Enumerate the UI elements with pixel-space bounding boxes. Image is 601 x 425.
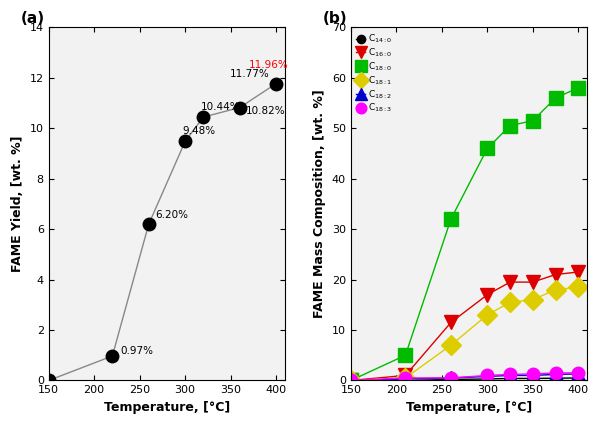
Y-axis label: FAME Yield, [wt. %]: FAME Yield, [wt. %]	[11, 136, 24, 272]
Y-axis label: FAME Mass Composition, [wt. %]: FAME Mass Composition, [wt. %]	[313, 90, 326, 318]
C$_{18:2}$	[347, 378, 355, 383]
Text: (b): (b)	[323, 11, 347, 26]
C$_{14:0}$	[347, 378, 355, 383]
Line: C$_{18:3}$: C$_{18:3}$	[344, 367, 585, 387]
Legend: C$_{14:0}$, C$_{16:0}$, C$_{18:0}$, C$_{18:1}$, C$_{18:2}$, C$_{18:3}$: C$_{14:0}$, C$_{16:0}$, C$_{18:0}$, C$_{…	[355, 32, 394, 115]
C$_{18:3}$	[552, 370, 559, 375]
Point	[108, 353, 117, 360]
Point	[44, 377, 53, 384]
C$_{18:2}$	[447, 375, 454, 380]
X-axis label: Temperature, [°C]: Temperature, [°C]	[406, 401, 532, 414]
C$_{16:0}$	[347, 378, 355, 383]
C$_{14:0}$	[447, 377, 454, 382]
Line: C$_{18:2}$: C$_{18:2}$	[344, 367, 585, 388]
C$_{18:2}$	[552, 372, 559, 377]
C$_{18:3}$	[529, 371, 537, 377]
Line: C$_{16:0}$: C$_{16:0}$	[344, 265, 585, 388]
Line: C$_{18:0}$: C$_{18:0}$	[344, 81, 585, 388]
Text: 11.96%: 11.96%	[249, 60, 288, 70]
C$_{18:1}$	[507, 300, 514, 305]
C$_{14:0}$	[552, 376, 559, 381]
Point	[272, 80, 281, 87]
Line: C$_{18:1}$: C$_{18:1}$	[344, 280, 585, 388]
C$_{18:2}$	[529, 373, 537, 378]
C$_{14:0}$	[484, 377, 491, 382]
Text: 0.97%: 0.97%	[121, 346, 154, 356]
C$_{16:0}$	[402, 373, 409, 378]
C$_{18:3}$	[575, 370, 582, 375]
C$_{18:3}$	[484, 373, 491, 378]
C$_{16:0}$	[552, 272, 559, 277]
C$_{18:0}$	[529, 118, 537, 123]
C$_{18:1}$	[552, 287, 559, 292]
C$_{16:0}$	[484, 292, 491, 297]
C$_{18:2}$	[402, 377, 409, 382]
C$_{16:0}$	[529, 280, 537, 285]
C$_{18:0}$	[402, 353, 409, 358]
C$_{16:0}$	[507, 280, 514, 285]
Point	[198, 114, 208, 121]
C$_{14:0}$	[529, 376, 537, 381]
C$_{18:2}$	[484, 374, 491, 379]
C$_{18:3}$	[507, 372, 514, 377]
C$_{16:0}$	[447, 320, 454, 325]
C$_{18:1}$	[529, 297, 537, 302]
C$_{18:1}$	[402, 375, 409, 380]
Text: 9.48%: 9.48%	[182, 126, 216, 136]
C$_{18:0}$	[507, 123, 514, 128]
C$_{18:3}$	[402, 375, 409, 380]
Point	[144, 221, 154, 227]
C$_{14:0}$	[575, 375, 582, 380]
C$_{18:1}$	[484, 312, 491, 317]
Line: C$_{14:0}$: C$_{14:0}$	[346, 373, 583, 385]
Text: 10.82%: 10.82%	[245, 106, 285, 116]
Text: 6.20%: 6.20%	[156, 210, 189, 220]
C$_{18:0}$	[484, 146, 491, 151]
Text: (a): (a)	[20, 11, 44, 26]
C$_{18:0}$	[575, 85, 582, 91]
C$_{18:2}$	[575, 371, 582, 377]
C$_{18:0}$	[447, 216, 454, 221]
C$_{18:2}$	[507, 373, 514, 378]
C$_{18:1}$	[447, 343, 454, 348]
C$_{18:0}$	[552, 95, 559, 100]
Text: 11.77%: 11.77%	[230, 69, 269, 79]
C$_{18:1}$	[347, 378, 355, 383]
Text: 10.44%: 10.44%	[201, 102, 240, 111]
C$_{18:0}$	[347, 378, 355, 383]
C$_{18:3}$	[347, 378, 355, 383]
C$_{18:1}$	[575, 285, 582, 290]
Point	[180, 138, 190, 145]
X-axis label: Temperature, [°C]: Temperature, [°C]	[104, 401, 230, 414]
C$_{14:0}$	[402, 378, 409, 383]
C$_{18:3}$	[447, 375, 454, 380]
Point	[235, 104, 245, 111]
C$_{16:0}$	[575, 269, 582, 275]
C$_{14:0}$	[507, 376, 514, 381]
